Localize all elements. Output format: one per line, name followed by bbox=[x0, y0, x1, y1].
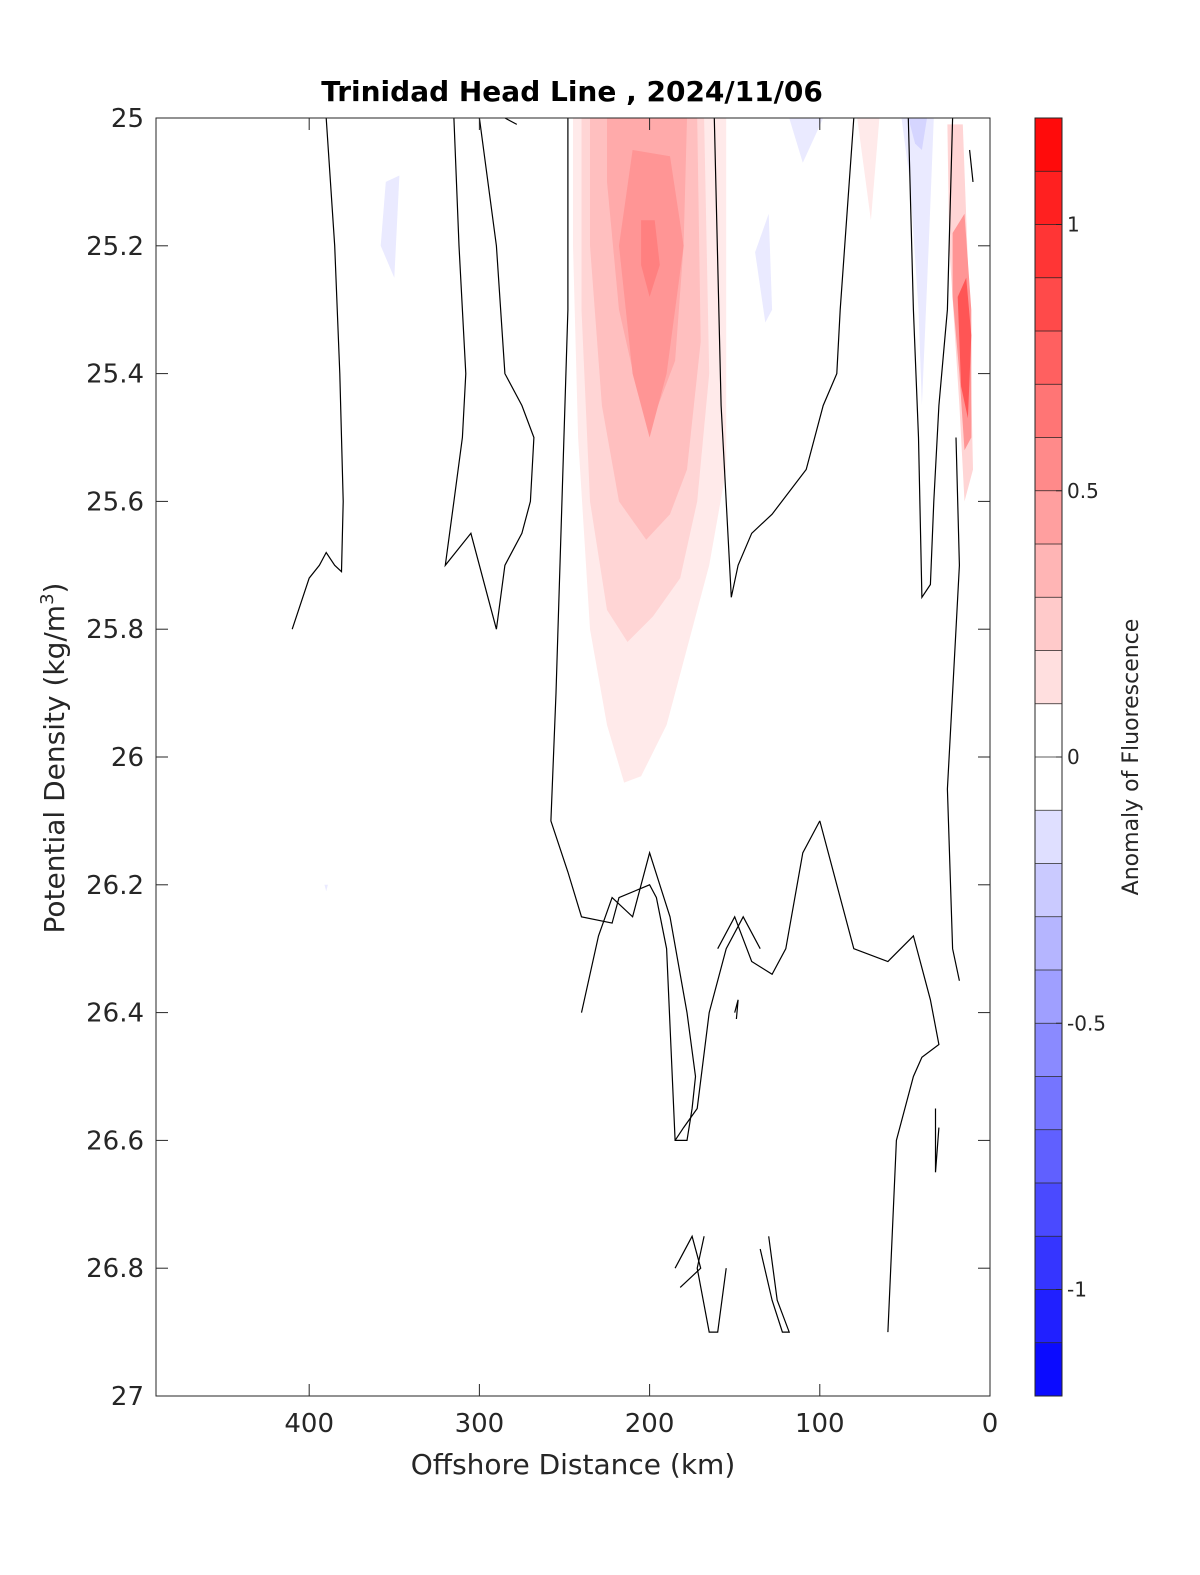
x-axis: 400 300 200 100 0 bbox=[284, 118, 998, 1439]
contour-line-0 bbox=[291, 118, 344, 630]
colorbar-swatch bbox=[1035, 650, 1062, 705]
fill-offshore-plume-max bbox=[641, 220, 660, 297]
fill-blue-band-nearshore-core bbox=[908, 118, 927, 150]
contour-fills bbox=[324, 118, 973, 892]
contour-line-7 bbox=[819, 820, 940, 1333]
contour-line-1 bbox=[444, 118, 535, 630]
contour-line-12 bbox=[734, 999, 739, 1020]
colorbar: 1 0.5 0 -0.5 -1 bbox=[1034, 117, 1106, 1397]
contour-line-6 bbox=[717, 820, 821, 976]
colorbar-swatch bbox=[1035, 970, 1062, 1024]
colorbar-label: Anomaly of Fluorescence bbox=[1119, 619, 1144, 896]
colorbar-swatch bbox=[1035, 331, 1062, 385]
colorbar-swatch bbox=[1035, 544, 1062, 598]
colorbar-swatch bbox=[1035, 1129, 1062, 1184]
colorbar-swatch bbox=[1035, 171, 1062, 225]
y-axis-label-superscript: 3 bbox=[37, 593, 58, 604]
contour-line-8 bbox=[907, 118, 954, 600]
y-axis-label: Potential Density (kg/m3) bbox=[37, 583, 71, 934]
contour-line-13 bbox=[674, 1234, 702, 1288]
y-tick-label: 26.8 bbox=[86, 1254, 144, 1284]
colorbar-swatch bbox=[1035, 490, 1062, 545]
colorbar-swatch bbox=[1035, 1289, 1062, 1344]
colorbar-swatch bbox=[1035, 384, 1062, 438]
colorbar-swatch bbox=[1035, 1023, 1062, 1077]
colorbar-tick-label: 1 bbox=[1067, 213, 1080, 237]
y-tick-label: 26.2 bbox=[86, 871, 144, 901]
colorbar-tick-label: -1 bbox=[1067, 1278, 1087, 1302]
contour-line-11 bbox=[934, 1108, 940, 1173]
y-tick-label: 25.2 bbox=[86, 232, 144, 262]
y-tick-label: 26.6 bbox=[86, 1126, 144, 1156]
colorbar-swatch bbox=[1035, 1342, 1062, 1397]
y-tick-label: 26 bbox=[111, 743, 144, 773]
colorbar-swatch bbox=[1035, 118, 1062, 172]
colorbar-tick-label: 0 bbox=[1067, 745, 1080, 769]
y-tick-label: 25.6 bbox=[86, 487, 144, 517]
fill-offshore-plume-peak bbox=[619, 150, 684, 438]
colorbar-swatch bbox=[1035, 1076, 1062, 1131]
x-axis-label: Offshore Distance (km) bbox=[411, 1448, 736, 1481]
contour-line-15 bbox=[759, 1236, 791, 1333]
fill-nearshore-red-core bbox=[957, 277, 972, 419]
x-tick-label: 0 bbox=[982, 1409, 999, 1439]
y-tick-label: 26.4 bbox=[86, 999, 144, 1029]
y-axis-label-end: ) bbox=[38, 583, 71, 594]
plot-background bbox=[156, 118, 990, 1396]
x-tick-label: 300 bbox=[455, 1409, 505, 1439]
colorbar-tick-label: -0.5 bbox=[1067, 1011, 1106, 1035]
colorbar-swatch bbox=[1035, 916, 1062, 971]
colorbar-swatch bbox=[1035, 757, 1062, 811]
y-tick-label: 25 bbox=[111, 104, 144, 134]
colorbar-swatch bbox=[1035, 1236, 1062, 1290]
contour-line-10 bbox=[969, 149, 974, 182]
y-tick-label: 27 bbox=[111, 1382, 144, 1412]
y-tick-label: 25.8 bbox=[86, 615, 144, 645]
contour-line-9 bbox=[946, 437, 961, 981]
fill-blue-patch-b bbox=[755, 213, 773, 323]
fill-blue-patch-c bbox=[789, 118, 824, 163]
x-tick-label: 400 bbox=[284, 1409, 334, 1439]
contour-line-14 bbox=[696, 1236, 727, 1333]
colorbar-swatch bbox=[1035, 810, 1062, 864]
fill-blue-band-nearshore bbox=[901, 118, 934, 406]
contour-line-2 bbox=[504, 118, 518, 125]
chart-title: Trinidad Head Line , 2024/11/06 bbox=[321, 75, 823, 108]
y-axis-label-main: Potential Density (kg/m bbox=[38, 605, 71, 934]
fill-nearshore-pink-sliver bbox=[857, 118, 880, 221]
y-axis: 25 25.2 25.4 25.6 25.8 26 26.2 26.4 26.6 26.8 27 bbox=[86, 104, 990, 1412]
colorbar-swatch bbox=[1035, 597, 1062, 651]
colorbar-tick-label: 0.5 bbox=[1067, 479, 1099, 503]
x-tick-label: 100 bbox=[795, 1409, 845, 1439]
x-tick-label: 200 bbox=[625, 1409, 675, 1439]
colorbar-swatch bbox=[1035, 224, 1062, 279]
colorbar-swatch bbox=[1035, 1183, 1062, 1237]
colorbar-swatch bbox=[1035, 437, 1062, 492]
contour-line-5 bbox=[674, 915, 761, 1141]
contour-lines bbox=[291, 118, 974, 1333]
plot-area bbox=[155, 117, 991, 1397]
y-tick-label: 25.4 bbox=[86, 360, 144, 390]
fill-blue-dot bbox=[324, 884, 328, 892]
fill-blue-patch-a bbox=[380, 175, 400, 278]
colorbar-swatch bbox=[1035, 863, 1062, 918]
colorbar-swatch bbox=[1035, 277, 1062, 332]
contour-line-4 bbox=[713, 118, 855, 598]
colorbar-swatch bbox=[1035, 703, 1062, 758]
